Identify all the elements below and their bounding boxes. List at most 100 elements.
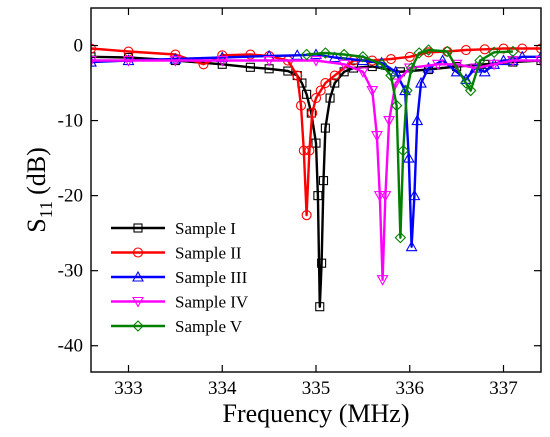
data-point-sample-i xyxy=(317,258,327,268)
data-point-sample-ii xyxy=(307,108,318,119)
data-point-sample-ii xyxy=(479,44,490,55)
legend-marker-sample-v xyxy=(132,320,144,332)
x-tick-label-337: 337 xyxy=(489,378,518,399)
data-point-sample-iv xyxy=(356,67,369,78)
data-point-sample-v xyxy=(405,62,418,74)
y-tick-label--30: -30 xyxy=(58,261,83,282)
data-point-sample-v xyxy=(385,69,397,82)
legend: Sample I Sample II Sample III Sample IV Samp… xyxy=(111,219,249,336)
data-point-sample-iv xyxy=(216,55,229,67)
x-tick-label-336: 336 xyxy=(396,378,425,399)
series-line-sample-v xyxy=(306,48,513,239)
data-point-sample-ii xyxy=(304,145,315,156)
y-axis-title: S11 (dB) xyxy=(22,147,56,232)
data-point-sample-iii xyxy=(415,76,427,88)
series-line-sample-iv xyxy=(91,59,541,281)
data-point-sample-ii xyxy=(535,43,541,54)
data-point-sample-v xyxy=(401,84,413,97)
data-point-sample-ii xyxy=(91,43,97,54)
data-point-sample-iv xyxy=(91,55,97,67)
data-point-sample-ii xyxy=(460,44,472,56)
data-point-sample-v xyxy=(300,48,313,61)
data-point-sample-v xyxy=(375,58,388,71)
legend-label-sample-ii: Sample II xyxy=(175,244,242,263)
data-point-sample-i xyxy=(318,176,329,186)
series-line-sample-i xyxy=(91,55,541,308)
data-point-sample-iv xyxy=(310,55,322,67)
data-point-sample-iv xyxy=(122,55,135,67)
data-point-sample-ii xyxy=(245,49,256,60)
data-point-sample-i xyxy=(315,302,325,312)
data-point-sample-iii xyxy=(405,240,418,252)
y-tick-label--10: -10 xyxy=(58,111,83,132)
ticks-layer: 333 334 335 336 337 0 -10 -20 -30 -40 xyxy=(58,8,541,399)
data-point-sample-v xyxy=(338,48,350,61)
data-point-sample-ii xyxy=(301,210,312,221)
data-point-sample-ii xyxy=(292,70,303,81)
data-point-sample-iv xyxy=(366,86,379,97)
legend-marker-sample-iii xyxy=(132,270,144,282)
data-point-sample-v xyxy=(357,51,369,63)
data-point-sample-v xyxy=(422,44,435,56)
data-point-sample-iv xyxy=(169,55,182,67)
plot-frame xyxy=(90,7,542,373)
legend-entry-sample-i: Sample I xyxy=(111,219,236,238)
data-point-sample-v xyxy=(397,144,409,157)
y-tick-label-0: 0 xyxy=(74,36,84,57)
data-point-sample-iii xyxy=(478,65,491,77)
data-point-sample-iv xyxy=(383,116,396,127)
data-point-sample-iii xyxy=(497,54,510,66)
x-tick-label-333: 333 xyxy=(114,378,143,399)
data-point-sample-i xyxy=(313,191,323,201)
x-axis-title: Frequency (MHz) xyxy=(223,399,410,428)
data-point-sample-ii xyxy=(315,85,326,96)
data-point-sample-i xyxy=(325,93,335,103)
data-point-sample-iii xyxy=(411,114,424,126)
x-tick-label-334: 334 xyxy=(208,378,237,399)
data-point-sample-i xyxy=(245,62,255,72)
y-axis-title-main: S xyxy=(22,218,51,232)
legend-label-sample-iv: Sample IV xyxy=(175,293,249,312)
legend-entry-sample-v: Sample V xyxy=(111,317,243,336)
data-point-sample-iii xyxy=(328,51,341,63)
data-point-sample-ii xyxy=(320,78,331,89)
legend-entry-sample-iv: Sample IV xyxy=(111,293,249,312)
legend-marker-sample-i xyxy=(133,223,143,233)
data-point-sample-ii xyxy=(517,43,528,54)
legend-label-sample-i: Sample I xyxy=(175,219,236,238)
series-layer xyxy=(91,43,541,312)
data-point-sample-iii xyxy=(422,61,435,73)
data-point-sample-i xyxy=(320,123,330,133)
data-point-sample-ii xyxy=(295,100,307,111)
legend-marker-sample-ii xyxy=(132,247,144,258)
data-point-sample-iv xyxy=(535,55,541,67)
data-point-sample-i xyxy=(330,78,340,88)
y-tick-label--40: -40 xyxy=(58,336,83,357)
legend-label-sample-iii: Sample III xyxy=(175,268,248,287)
legend-label-sample-v: Sample V xyxy=(175,317,243,336)
series-line-sample-ii xyxy=(91,47,541,217)
x-tick-label-335: 335 xyxy=(302,378,331,399)
data-point-sample-iv xyxy=(263,55,276,67)
data-point-sample-v xyxy=(390,99,403,112)
legend-marker-sample-iv xyxy=(132,296,144,308)
data-point-sample-ii xyxy=(385,53,397,65)
legend-entry-sample-iii: Sample III xyxy=(111,268,248,287)
data-point-sample-ii xyxy=(404,51,415,62)
data-point-sample-ii xyxy=(329,70,340,81)
data-point-sample-v xyxy=(460,77,472,89)
data-point-sample-ii xyxy=(310,93,322,104)
legend-entry-sample-ii: Sample II xyxy=(111,244,242,263)
data-point-sample-v xyxy=(319,47,332,59)
data-point-sample-ii xyxy=(298,145,309,156)
data-point-sample-iv xyxy=(379,191,392,202)
data-point-sample-i xyxy=(311,138,321,148)
data-point-sample-v xyxy=(394,231,407,244)
data-point-sample-iii xyxy=(169,52,182,64)
data-point-sample-v xyxy=(413,47,425,59)
data-point-sample-v xyxy=(474,54,486,67)
data-point-sample-i xyxy=(283,66,293,76)
data-point-sample-iv xyxy=(371,131,383,142)
data-point-sample-v xyxy=(488,46,500,59)
